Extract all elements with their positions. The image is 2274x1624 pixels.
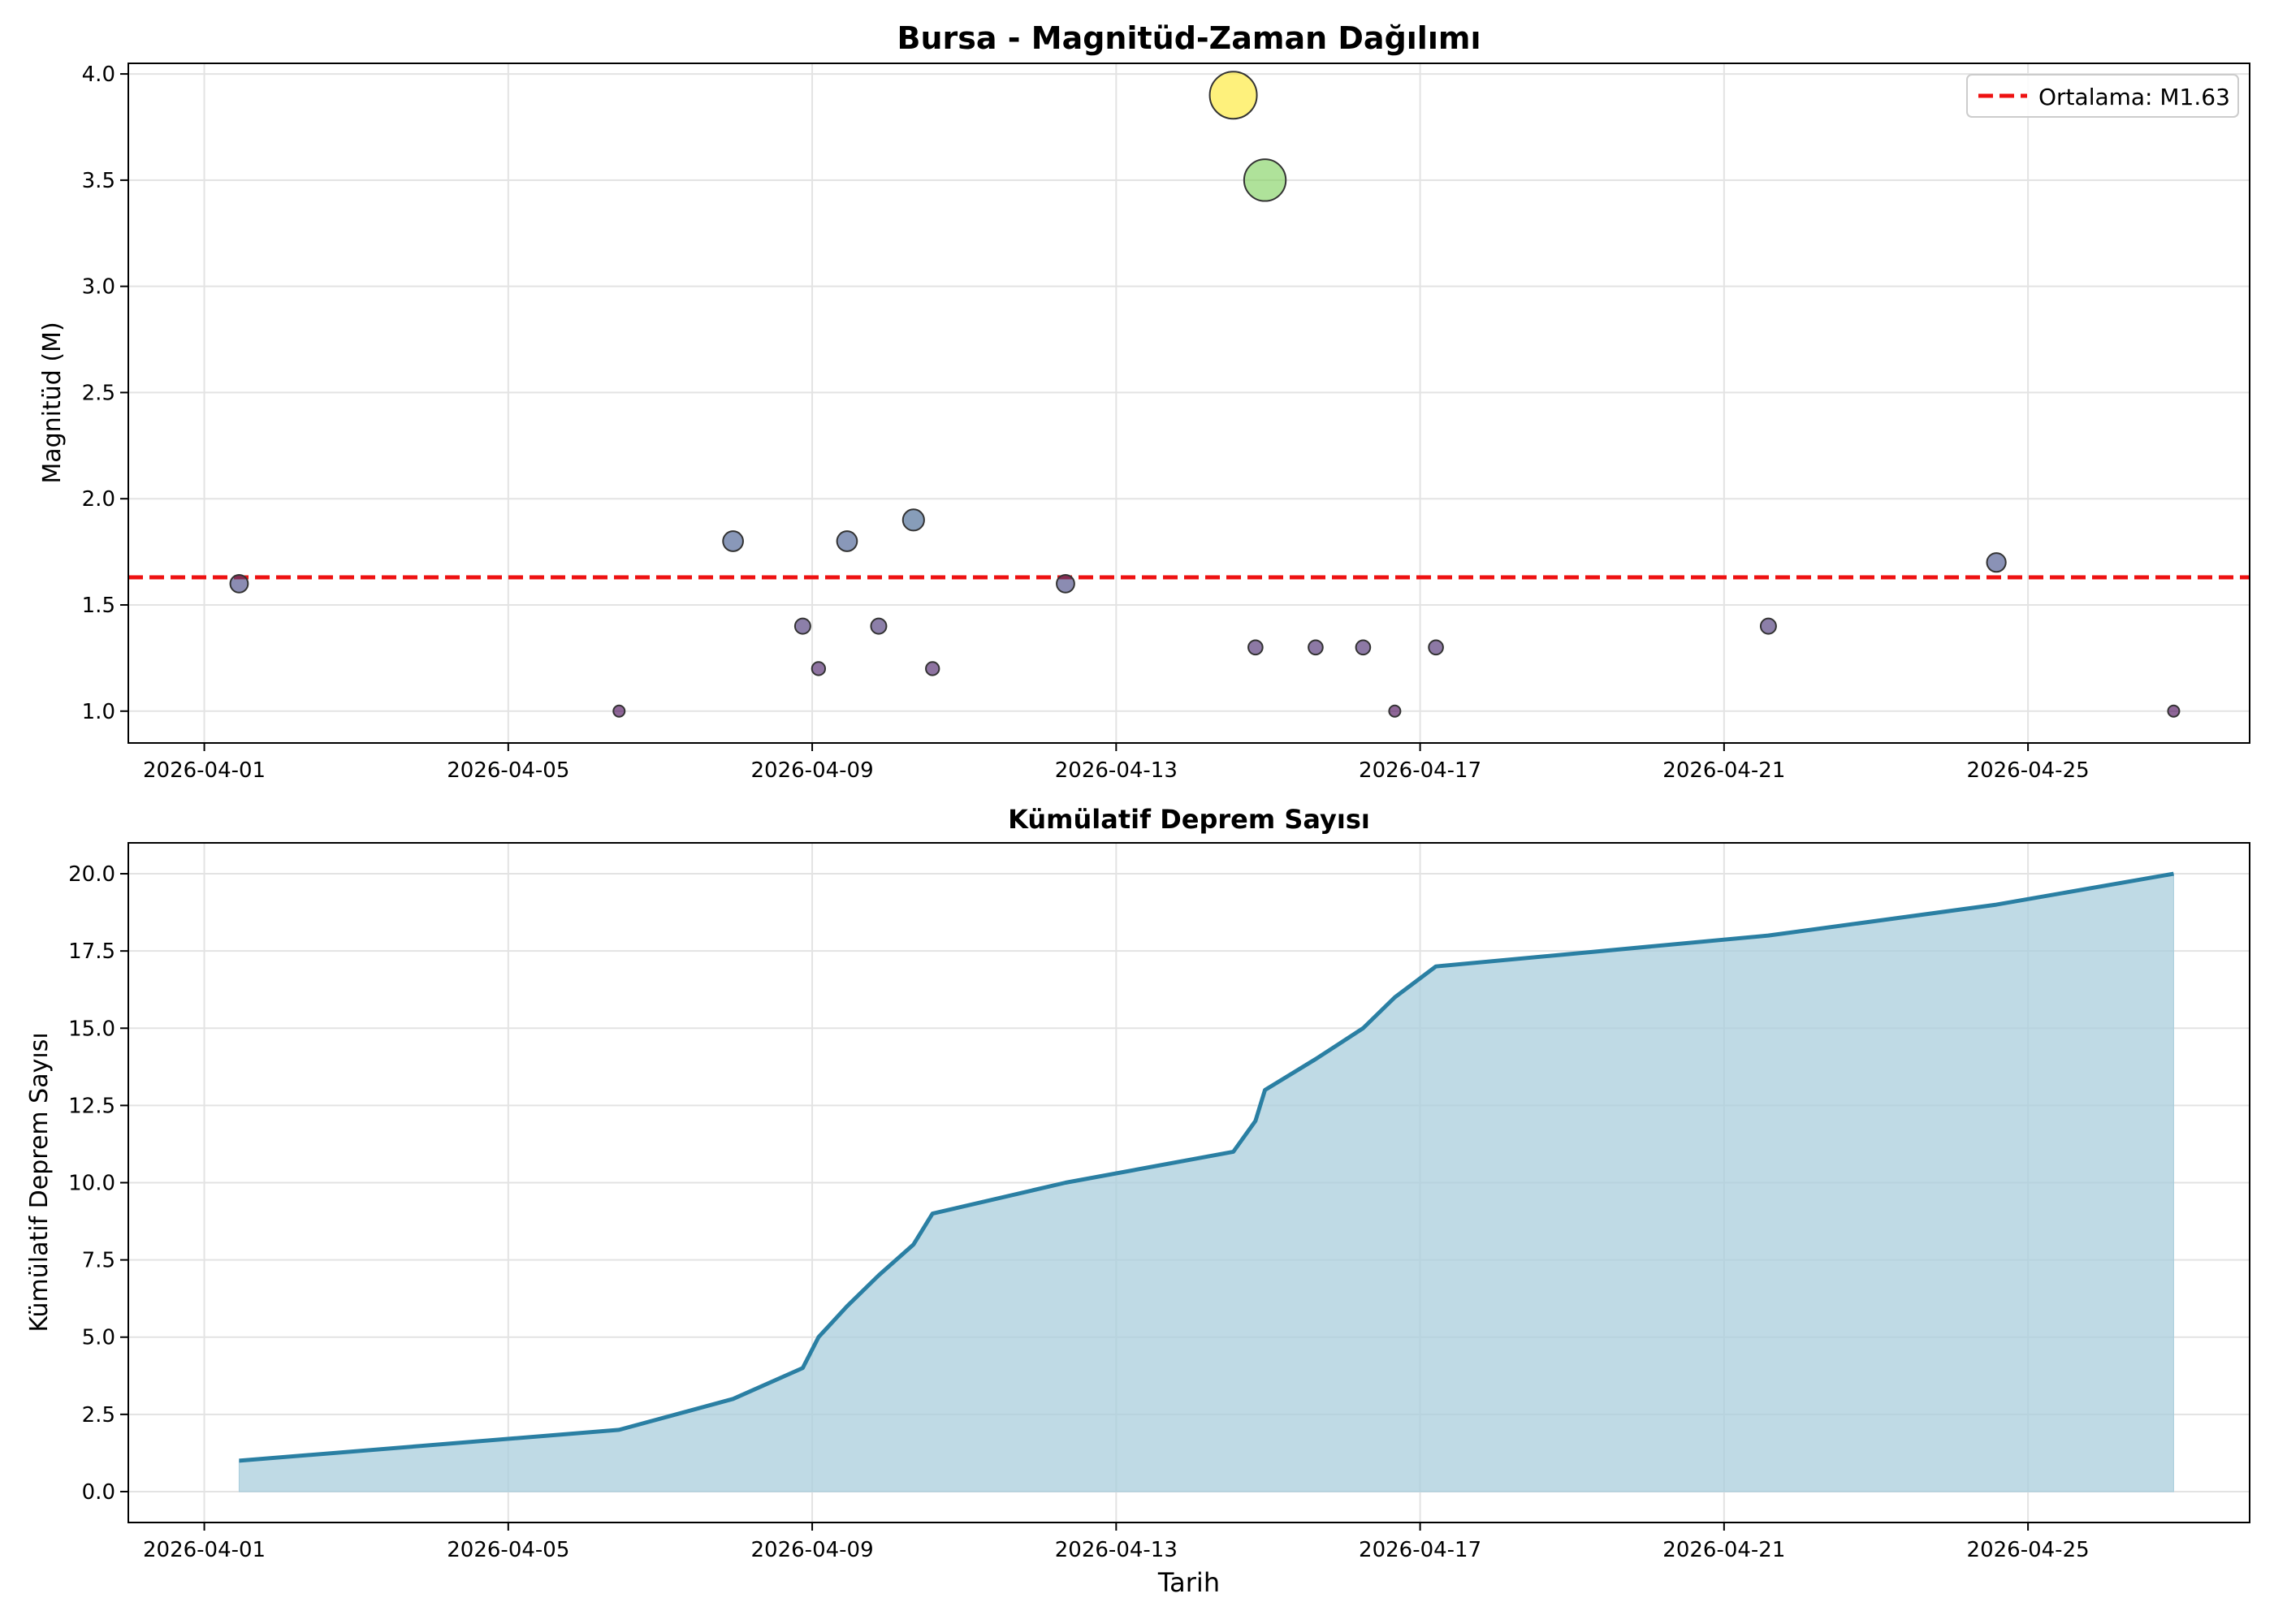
chart1-y-axis-label: Magnitüd (M) [38,322,67,483]
chart2-x-axis: 2026-04-01 2026-04-05 2026-04-09 2026-04-13… [143,1522,2090,1562]
chart1-x-axis: 2026-04-01 2026-04-05 2026-04-09 2026-04-13… [143,743,2090,783]
chart2-y-tick-label: 17.5 [68,939,115,964]
chart2-x-axis-label: Tarih [1157,1567,1220,1598]
earthquake-point [901,508,925,532]
chart2-series [238,871,2174,1492]
chart2-y-tick-label: 10.0 [68,1172,115,1196]
chart1-x-tick-label: 2026-04-05 [447,758,569,783]
chart2-y-tick-label: 7.5 [82,1249,115,1273]
earthquake-point [793,617,811,635]
chart1-x-tick-label: 2026-04-13 [1055,758,1178,783]
earthquake-point [811,661,827,676]
earthquake-point [925,661,940,676]
chart2-x-tick-label: 2026-04-13 [1055,1538,1178,1562]
earthquake-point [612,704,626,718]
cumulative-count-chart: Kümülatif Deprem Sayısı 2026-04-01 2026-0… [25,804,2250,1598]
chart1-y-tick-label: 3.0 [82,275,115,300]
chart1-y-axis: 1.0 1.5 2.0 2.5 3.0 3.5 4.0 [82,63,128,724]
chart1-y-tick-label: 2.5 [82,381,115,405]
earthquake-point [1243,158,1287,202]
earthquake-point [1308,639,1324,656]
earthquake-point [1986,552,2007,573]
chart2-x-tick-label: 2026-04-17 [1359,1538,1481,1562]
chart2-y-axis: 0.0 2.5 5.0 7.5 10.0 12.5 15.0 17.5 20.0 [68,862,128,1505]
chart2-x-tick-label: 2026-04-21 [1662,1538,1785,1562]
earthquake-point [1428,639,1444,656]
legend-box [1966,74,2239,118]
earthquake-point [1056,573,1075,594]
chart2-x-tick-label: 2026-04-09 [751,1538,874,1562]
chart2-y-tick-label: 2.5 [82,1403,115,1427]
cumulative-line [239,871,2174,1463]
chart2-y-tick-label: 5.0 [82,1326,115,1350]
earthquake-point [722,530,744,552]
chart1-y-tick-label: 3.5 [82,169,115,193]
chart2-y-tick-label: 0.0 [82,1480,115,1505]
chart2-x-tick-label: 2026-04-01 [143,1538,266,1562]
earthquake-point [1208,71,1258,120]
chart1-x-tick-label: 2026-04-01 [143,758,266,783]
earthquake-point [2167,704,2181,718]
legend-label-mean: Ortalama: M1.63 [2038,84,2230,110]
earthquake-point [229,573,249,594]
earthquake-point [1388,704,1402,718]
magnitude-time-chart: Bursa - Magnitüd-Zaman Dağılımı 2026-04-… [38,20,2250,783]
chart2-x-tick-label: 2026-04-25 [1967,1538,2090,1562]
chart1-x-tick-label: 2026-04-21 [1662,758,1785,783]
earthquake-point [870,617,888,635]
chart1-title: Bursa - Magnitüd-Zaman Dağılımı [897,20,1481,56]
chart1-x-tick-label: 2026-04-09 [751,758,874,783]
chart2-y-tick-label: 12.5 [68,1094,115,1118]
chart1-y-tick-label: 4.0 [82,63,115,87]
chart1-grid [128,63,2250,743]
chart1-series [128,71,2250,718]
chart2-title: Kümülatif Deprem Sayısı [1008,804,1370,835]
chart1-y-tick-label: 1.0 [82,700,115,724]
chart1-y-tick-label: 2.0 [82,487,115,512]
chart2-y-tick-label: 15.0 [68,1017,115,1041]
chart1-y-tick-label: 1.5 [82,594,115,618]
earthquake-point [1355,639,1372,656]
chart2-y-tick-label: 20.0 [68,862,115,887]
chart1-legend: Ortalama: M1.63 [1966,74,2239,118]
chart1-frame [128,63,2250,744]
chart1-x-tick-label: 2026-04-17 [1359,758,1481,783]
earthquake-point [1759,617,1777,635]
earthquake-point [1247,639,1264,656]
earthquake-point [836,530,858,552]
chart2-y-axis-label: Kümülatif Deprem Sayısı [25,1032,54,1332]
chart1-x-tick-label: 2026-04-25 [1967,758,2090,783]
chart2-x-tick-label: 2026-04-05 [447,1538,569,1562]
